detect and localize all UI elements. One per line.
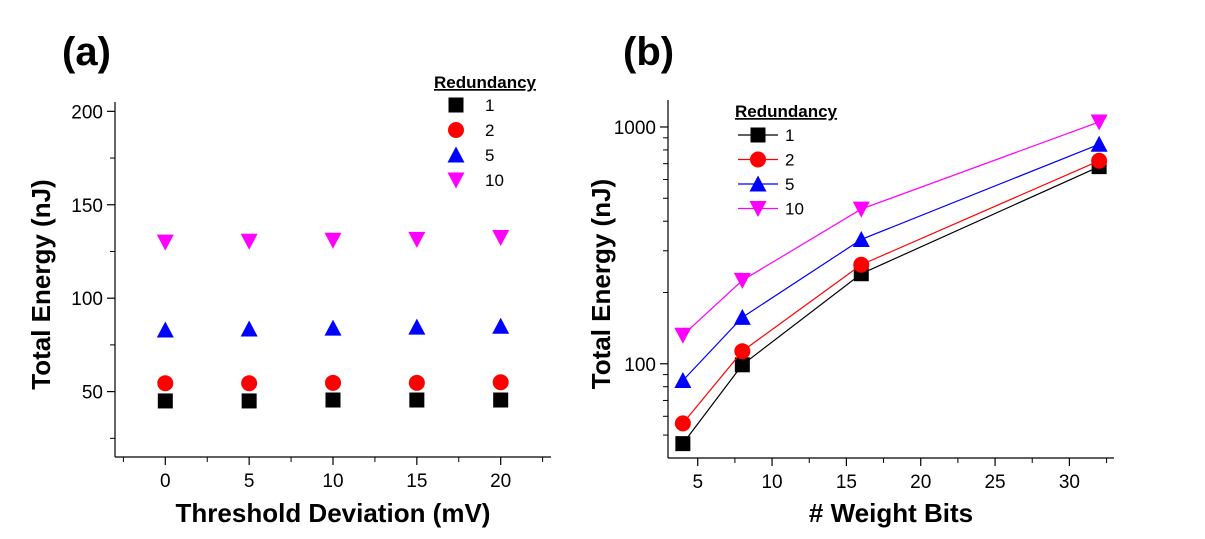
panel-a-series-1-point <box>493 392 509 408</box>
panel-a-series-10-point <box>408 231 426 248</box>
panel-a-legend-marker-5 <box>447 146 465 163</box>
panel-b-legend-marker-2 <box>750 151 766 168</box>
panel-b-y-axis-title: Total Energy (nJ) <box>586 179 616 389</box>
panel-a-series-1 <box>157 392 509 409</box>
panel-b-series-10 <box>674 114 1108 344</box>
panel-b-series-5-point <box>852 230 870 247</box>
panel-b-y-tick-label: 1000 <box>614 118 656 139</box>
panel-a-legend-title: Redundancy <box>434 73 537 92</box>
panel-b-series-2-line <box>682 160 1100 424</box>
panel-b-series-10-line <box>682 121 1100 336</box>
panel-a-y-tick-label: 100 <box>71 289 103 310</box>
panel-a-series-2-point <box>325 374 341 391</box>
panel-b-series-2-point <box>853 256 870 273</box>
panel-a-legend-label-5: 5 <box>485 146 494 165</box>
panel-b-legend-marker-5 <box>749 175 767 192</box>
panel-b-series-5 <box>674 135 1108 388</box>
panel-a-series-5-point <box>324 319 342 336</box>
panel-b-x-tick-label: 10 <box>761 472 782 493</box>
panel-b-legend-label-10: 10 <box>785 200 804 219</box>
panel-a-x-tick-label: 10 <box>322 471 343 492</box>
panel-b-x-axis-title: # Weight Bits <box>809 498 973 528</box>
panel-b-series-5-line <box>682 143 1100 381</box>
panel-a-series-2-point <box>408 374 425 391</box>
panel-b-series-10-point <box>674 327 692 344</box>
panel-b-series-10-point <box>852 201 870 218</box>
panel-a-y-tick-label: 150 <box>71 196 103 217</box>
panel-a-series-2-point <box>492 374 509 391</box>
panel-a-series-5-point <box>492 317 510 334</box>
panel-b-series-1-point <box>675 436 691 452</box>
panel-b-series-5-point <box>674 371 692 388</box>
panel-b-y-tick-label: 100 <box>624 355 656 376</box>
panel-b-series-2 <box>674 152 1108 432</box>
panel-a-legend-marker-10 <box>447 172 465 189</box>
panel-a-legend-label-10: 10 <box>485 171 504 190</box>
panel-a-series-5 <box>156 317 510 338</box>
panel-a-series-2-point <box>241 375 258 392</box>
panel-b-legend-label-2: 2 <box>785 151 794 170</box>
panel-a-x-tick-label: 5 <box>244 471 255 492</box>
panel-b-series-2-point <box>674 415 691 432</box>
panel-a-series-1-point <box>157 393 173 409</box>
panel-b-legend-marker-1 <box>750 127 766 143</box>
panel-a-y-tick-label: 50 <box>82 383 103 404</box>
panel-a-x-tick-label: 0 <box>160 471 171 492</box>
panel-b-legend-label-5: 5 <box>785 175 794 194</box>
panel-a-x-tick-label: 15 <box>406 471 427 492</box>
panel-a-legend-label-1: 1 <box>485 96 494 115</box>
panel-a-x-tick-label: 20 <box>490 471 511 492</box>
panel-a-series-5-point <box>240 320 258 337</box>
panel-a-legend-marker-2 <box>448 122 464 138</box>
panel-a-y-axis-title: Total Energy (nJ) <box>26 179 56 389</box>
panel-a-series-1-point <box>409 392 425 408</box>
panel-a-series-1-point <box>325 392 341 408</box>
panel-b-legend-marker-10 <box>749 201 767 217</box>
panel-a-legend-marker-1 <box>448 97 464 113</box>
panel-a-label: (a) <box>62 30 111 74</box>
panel-a-series-1-point <box>241 393 257 409</box>
panel-b-series-5-point <box>1090 135 1108 152</box>
panel-a-series-2 <box>157 374 509 392</box>
panel-b-legend-label-1: 1 <box>785 126 794 145</box>
panel-a-series-2-point <box>157 375 174 392</box>
panel-b-series-1-line <box>682 166 1100 444</box>
panel-b-x-tick-label: 15 <box>836 472 857 493</box>
panel-b-x-tick-label: 20 <box>910 472 931 493</box>
panel-b-x-tick-label: 30 <box>1059 472 1080 493</box>
panel-b-series-1 <box>675 159 1107 452</box>
panel-a-legend-label-2: 2 <box>485 121 494 140</box>
panel-a-y-tick-label: 200 <box>71 102 103 123</box>
panel-a-series-5-point <box>156 321 174 338</box>
panel-b-series-1-point <box>734 357 750 373</box>
panel-b-series-2-point <box>1091 152 1108 169</box>
panel-a-series-5-point <box>408 318 426 335</box>
panel-b-legend-title: Redundancy <box>735 102 838 121</box>
panel-b-label: (b) <box>623 30 674 74</box>
panel-b-x-tick-label: 25 <box>984 472 1005 493</box>
panel-a-x-axis-title: Threshold Deviation (mV) <box>176 498 491 528</box>
panel-a-series-10-point <box>492 229 510 246</box>
panel-a-series-10 <box>156 229 510 251</box>
panel-a-series-10-point <box>156 234 174 251</box>
panel-b-series-5-point <box>733 308 751 325</box>
panel-a-series-10-point <box>240 233 258 250</box>
panel-b-x-tick-label: 5 <box>692 472 703 493</box>
panel-b-series-2-point <box>734 343 751 360</box>
panel-a-series-10-point <box>324 232 342 249</box>
panel-b-series-10-point <box>1090 114 1108 131</box>
panel-b-series-10-point <box>733 272 751 289</box>
